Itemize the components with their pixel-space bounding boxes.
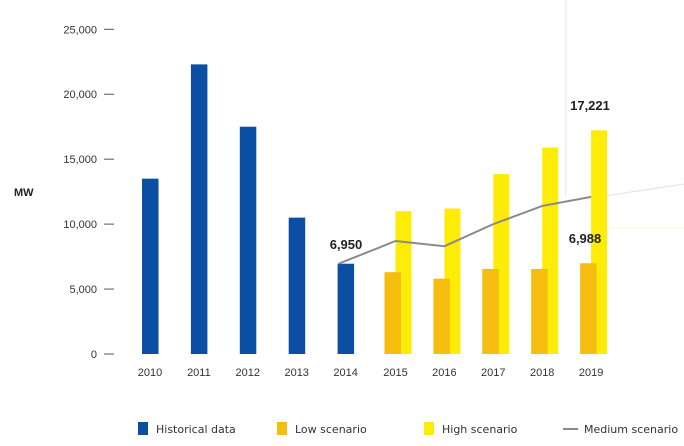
bar-low-2015: [384, 272, 401, 354]
data-label: 17,221: [570, 98, 610, 113]
legend-swatch: [138, 422, 148, 435]
bar-low-2018: [531, 268, 548, 354]
legend-swatch: [277, 422, 287, 435]
x-tick-label: 2015: [383, 367, 407, 379]
y-axis: 0 5,000 10,000 15,000 20,000 25,000: [63, 24, 114, 361]
y-tick-label: 5,000: [69, 284, 97, 296]
y-tick-label: 25,000: [63, 24, 97, 36]
x-tick-label: 2012: [236, 367, 260, 379]
x-tick-label: 2010: [138, 367, 162, 379]
x-tick-label: 2011: [187, 367, 211, 379]
bar-historical-2010: [142, 178, 159, 354]
x-axis: 2010 2011 2012 2013 2014 2015 2016 2017 2018 2019: [138, 367, 604, 379]
legend: Historical data Low scenario High scenario…: [138, 422, 678, 436]
y-tick-label: 15,000: [63, 154, 97, 166]
bar-low-2019: [580, 263, 597, 354]
x-tick-label: 2019: [579, 367, 603, 379]
medium-line: [338, 195, 592, 265]
x-tick-label: 2014: [333, 367, 357, 379]
x-tick-label: 2017: [481, 367, 505, 379]
annotations: 6,950 17,221 6,988: [330, 98, 610, 252]
legend-swatch: [424, 422, 434, 435]
bar-historical-2012: [239, 126, 257, 355]
x-tick-label: 2016: [432, 367, 456, 379]
bars: [142, 64, 608, 355]
legend-label: Low scenario: [295, 423, 367, 436]
bar-low-2016: [433, 278, 450, 354]
y-axis-label: MW: [14, 187, 34, 199]
legend-label: Historical data: [156, 423, 236, 436]
line-medium-scenario: [338, 195, 592, 265]
data-label: 6,950: [330, 237, 363, 252]
x-tick-label: 2013: [284, 367, 308, 379]
bar-historical-2011: [190, 64, 208, 354]
x-tick-label: 2018: [530, 367, 554, 379]
legend-label: Medium scenario: [584, 423, 678, 436]
legend-label: High scenario: [442, 423, 518, 436]
bar-historical-2014: [337, 263, 355, 354]
bar-low-2017: [482, 268, 499, 354]
bar-historical-2013: [288, 217, 306, 354]
y-tick-label: 10,000: [63, 219, 97, 231]
y-tick-label: 0: [91, 349, 97, 361]
decorative-lines: [565, 0, 684, 229]
y-tick-label: 20,000: [63, 89, 97, 101]
data-label: 6,988: [569, 231, 602, 246]
